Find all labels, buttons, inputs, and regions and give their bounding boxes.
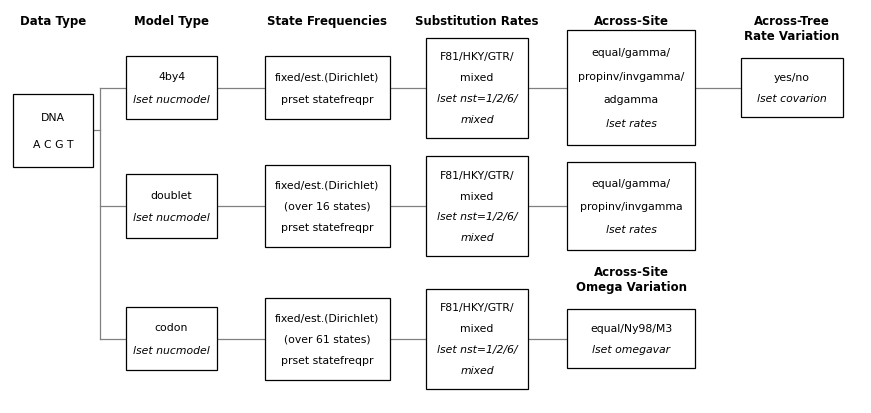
Text: Across-Tree
Rate Variation: Across-Tree Rate Variation bbox=[745, 15, 840, 43]
Text: mixed: mixed bbox=[460, 365, 494, 375]
Text: lset nst=1/2/6/: lset nst=1/2/6/ bbox=[436, 94, 517, 104]
Text: Model Type: Model Type bbox=[134, 15, 209, 28]
Bar bbox=[426, 157, 528, 256]
Text: equal/Ny98/M3: equal/Ny98/M3 bbox=[590, 323, 672, 333]
Text: prset statefreqpr: prset statefreqpr bbox=[281, 95, 374, 104]
Text: (over 61 states): (over 61 states) bbox=[284, 334, 371, 344]
Text: F81/HKY/GTR/: F81/HKY/GTR/ bbox=[440, 52, 514, 62]
Bar bbox=[13, 95, 93, 168]
Text: mixed: mixed bbox=[460, 114, 494, 125]
Text: mixed: mixed bbox=[461, 73, 494, 83]
Bar bbox=[567, 31, 695, 145]
Text: Substitution Rates: Substitution Rates bbox=[415, 15, 539, 28]
Bar bbox=[567, 309, 695, 368]
Bar bbox=[126, 57, 217, 120]
Text: 4by4: 4by4 bbox=[158, 72, 186, 82]
Bar bbox=[126, 175, 217, 238]
Text: fixed/est.(Dirichlet): fixed/est.(Dirichlet) bbox=[275, 180, 380, 190]
Text: mixed: mixed bbox=[461, 191, 494, 201]
Text: equal/gamma/: equal/gamma/ bbox=[591, 178, 671, 188]
Text: prset statefreqpr: prset statefreqpr bbox=[281, 223, 374, 233]
Text: propinv/invgamma/: propinv/invgamma/ bbox=[578, 71, 685, 81]
Text: lset nucmodel: lset nucmodel bbox=[133, 213, 210, 223]
Bar bbox=[426, 289, 528, 389]
Text: lset rates: lset rates bbox=[605, 119, 657, 129]
Text: prset statefreqpr: prset statefreqpr bbox=[281, 355, 374, 366]
Text: State Frequencies: State Frequencies bbox=[267, 15, 388, 28]
Text: F81/HKY/GTR/: F81/HKY/GTR/ bbox=[440, 303, 514, 313]
Text: codon: codon bbox=[155, 323, 188, 332]
Bar bbox=[265, 298, 390, 380]
Text: propinv/invgamma: propinv/invgamma bbox=[580, 202, 682, 211]
Bar bbox=[126, 307, 217, 370]
Text: lset nst=1/2/6/: lset nst=1/2/6/ bbox=[436, 212, 517, 222]
Text: lset nst=1/2/6/: lset nst=1/2/6/ bbox=[436, 344, 517, 354]
Bar bbox=[567, 163, 695, 250]
Text: mixed: mixed bbox=[461, 323, 494, 334]
Text: fixed/est.(Dirichlet): fixed/est.(Dirichlet) bbox=[275, 72, 380, 82]
Bar bbox=[265, 166, 390, 247]
Bar bbox=[265, 57, 390, 120]
Text: doublet: doublet bbox=[151, 190, 192, 200]
Bar bbox=[426, 38, 528, 138]
Text: Data Type: Data Type bbox=[20, 15, 86, 28]
Text: lset omegavar: lset omegavar bbox=[592, 344, 670, 354]
Text: adgamma: adgamma bbox=[604, 95, 658, 105]
Text: mixed: mixed bbox=[460, 233, 494, 243]
Text: Across-Site
Omega Variation: Across-Site Omega Variation bbox=[576, 266, 686, 294]
Text: lset nucmodel: lset nucmodel bbox=[133, 95, 210, 104]
Text: lset covarion: lset covarion bbox=[757, 94, 827, 104]
Text: equal/gamma/: equal/gamma/ bbox=[591, 47, 671, 58]
Text: DNA: DNA bbox=[41, 113, 65, 123]
Text: Across-Site
Rate Variation: Across-Site Rate Variation bbox=[584, 15, 679, 43]
Text: lset nucmodel: lset nucmodel bbox=[133, 345, 210, 355]
Text: A C G T: A C G T bbox=[33, 139, 73, 149]
Text: yes/no: yes/no bbox=[774, 73, 810, 83]
Text: fixed/est.(Dirichlet): fixed/est.(Dirichlet) bbox=[275, 313, 380, 323]
Text: lset rates: lset rates bbox=[605, 225, 657, 235]
Text: F81/HKY/GTR/: F81/HKY/GTR/ bbox=[440, 170, 514, 180]
Text: (over 16 states): (over 16 states) bbox=[284, 202, 371, 211]
Bar bbox=[741, 59, 843, 118]
